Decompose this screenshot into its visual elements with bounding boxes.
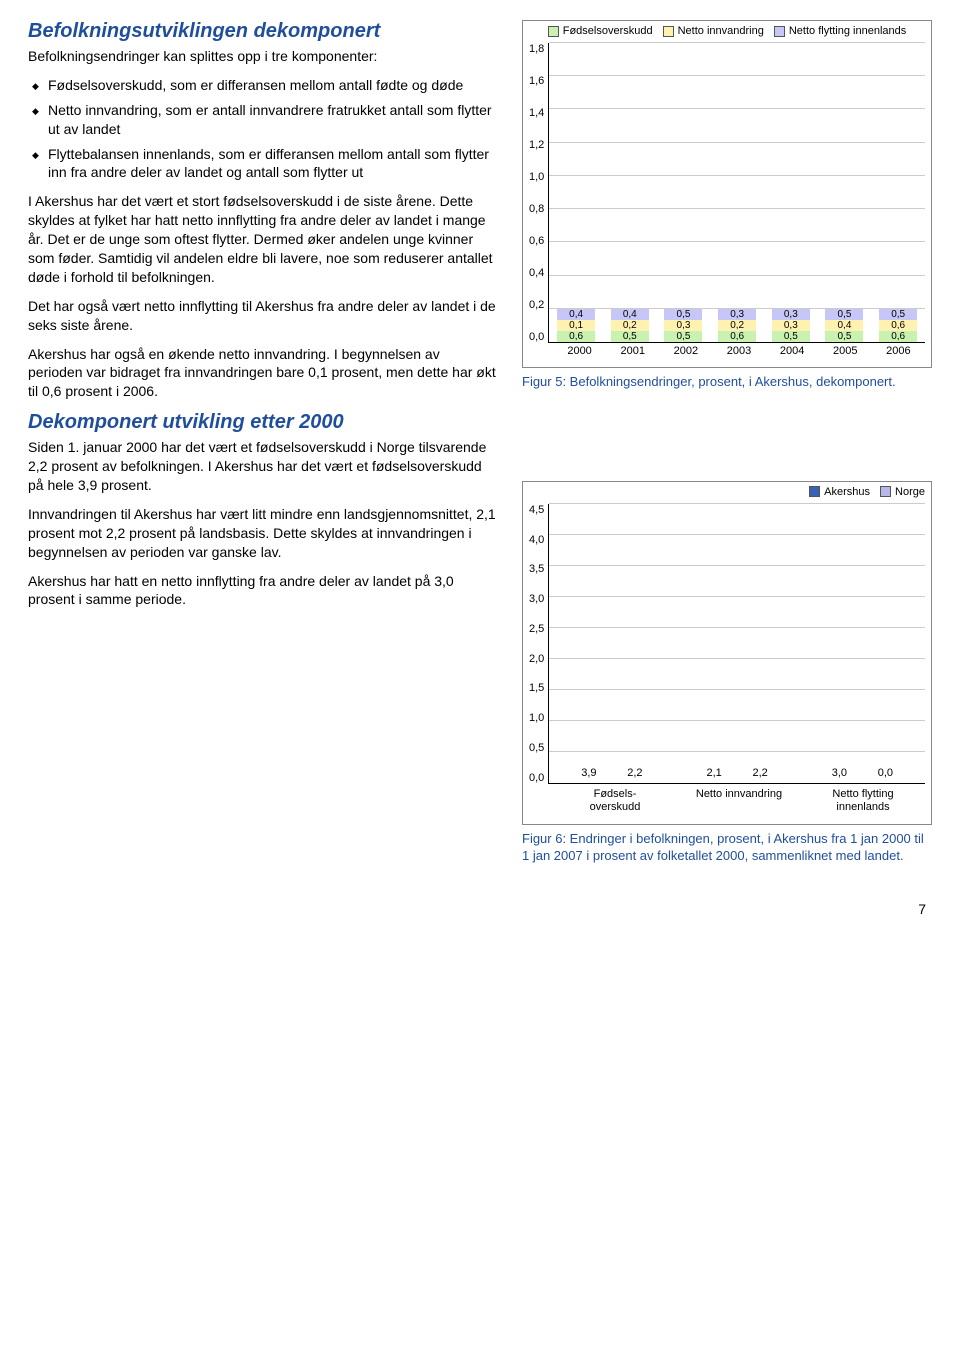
figure-5-plot: 0,60,10,4 0,50,20,4 0,50,30,5 0,60,20,3 0,50… xyxy=(548,43,925,343)
bullet-item: Netto innvandring, som er antall innvand… xyxy=(32,101,498,139)
body-paragraph: Siden 1. januar 2000 har det vært et fød… xyxy=(28,438,498,495)
legend-item: Akershus xyxy=(809,486,870,498)
stacked-bar: 0,50,30,3 xyxy=(772,309,810,342)
figure-5-xaxis: 2000200120022003200420052006 xyxy=(529,345,925,357)
stacked-bar: 0,60,60,5 xyxy=(879,309,917,342)
component-list: Fødselsoverskudd, som er differansen mel… xyxy=(32,76,498,182)
stacked-bar: 0,50,20,4 xyxy=(611,309,649,342)
bullet-item: Fødselsoverskudd, som er differansen mel… xyxy=(32,76,498,95)
legend-item: Fødselsoverskudd xyxy=(548,25,653,37)
stacked-bar: 0,60,10,4 xyxy=(557,309,595,342)
body-paragraph: Akershus har også en økende netto innvan… xyxy=(28,345,498,402)
intro-paragraph: Befolkningsendringer kan splittes opp i … xyxy=(28,47,498,66)
stacked-bar: 0,60,20,3 xyxy=(718,309,756,342)
bullet-item: Flyttebalansen innenlands, som er differ… xyxy=(32,145,498,183)
body-paragraph: Akershus har hatt en netto innflytting f… xyxy=(28,572,498,610)
legend-item: Netto innvandring xyxy=(663,25,764,37)
figure-5-caption: Figur 5: Befolkningsendringer, prosent, … xyxy=(522,374,932,391)
stacked-bar: 0,50,30,5 xyxy=(664,309,702,342)
legend-item: Norge xyxy=(880,486,925,498)
body-paragraph: Det har også vært netto innflytting til … xyxy=(28,297,498,335)
figure-6-legend: Akershus Norge xyxy=(529,486,925,498)
figure-5-legend: Fødselsoverskudd Netto innvandring Netto f… xyxy=(529,25,925,37)
figure-6-yaxis: 0,00,51,01,52,02,53,03,54,04,5 xyxy=(529,504,548,784)
page-number: 7 xyxy=(28,901,932,917)
figure-6-plot: 3,92,22,12,23,00,0 xyxy=(548,504,925,784)
stacked-bar: 0,50,40,5 xyxy=(825,309,863,342)
figure-6-caption: Figur 6: Endringer i befolkningen, prose… xyxy=(522,831,932,865)
figure-5-chart: Fødselsoverskudd Netto innvandring Netto f… xyxy=(522,20,932,368)
heading-dekomponert: Befolkningsutviklingen dekomponert xyxy=(28,20,498,43)
figure-6-xaxis: Fødsels-overskuddNetto innvandringNetto … xyxy=(529,788,925,814)
body-paragraph: I Akershus har det vært et stort fødsels… xyxy=(28,192,498,286)
heading-etter-2000: Dekomponert utvikling etter 2000 xyxy=(28,411,498,434)
figure-6-chart: Akershus Norge 0,00,51,01,52,02,53,03,54,… xyxy=(522,481,932,825)
body-paragraph: Innvandringen til Akershus har vært litt… xyxy=(28,505,498,562)
figure-5-yaxis: 0,00,20,40,60,81,01,21,41,61,8 xyxy=(529,43,548,343)
legend-item: Netto flytting innenlands xyxy=(774,25,906,37)
